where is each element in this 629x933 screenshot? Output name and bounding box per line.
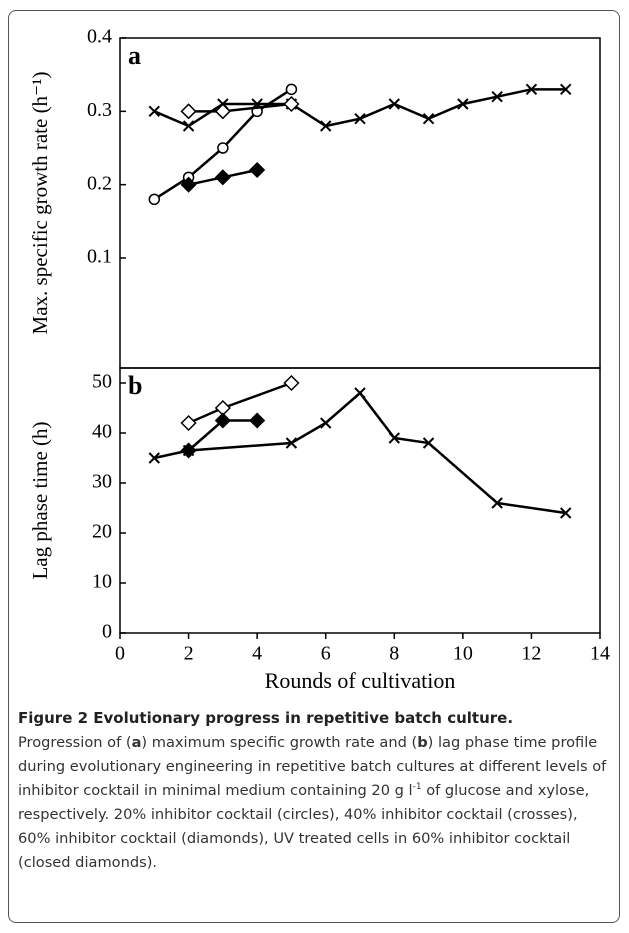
marker-stroke [148, 452, 160, 464]
x-tick-label: 8 [389, 643, 399, 665]
x-tick-label: 12 [521, 643, 541, 665]
plot-frame [119, 367, 601, 634]
y-tick-label: 30 [92, 471, 112, 493]
figure-frame [8, 10, 620, 923]
marker-stroke [422, 437, 435, 449]
marker [217, 142, 229, 154]
marker [388, 98, 400, 110]
series-line [153, 88, 566, 128]
marker [180, 176, 197, 193]
marker [560, 83, 572, 96]
marker [180, 103, 197, 120]
marker-stroke [354, 112, 366, 125]
panel-label: b [128, 371, 142, 400]
marker [457, 98, 469, 110]
marker-stroke [388, 98, 400, 110]
marker [354, 387, 366, 399]
marker [180, 442, 197, 459]
marker [422, 437, 435, 449]
y-tick-label: 0.4 [87, 26, 112, 48]
y-tick-label: 10 [92, 571, 112, 593]
marker [283, 374, 300, 392]
marker [422, 112, 435, 125]
marker [320, 120, 332, 132]
marker-stroke [388, 432, 400, 444]
panel-label: a [128, 41, 141, 70]
marker [283, 95, 300, 113]
marker [180, 414, 197, 432]
marker [148, 452, 160, 464]
marker [285, 83, 298, 96]
marker [214, 103, 231, 120]
marker-stroke [457, 98, 469, 110]
marker-stroke [285, 437, 298, 449]
y-axis-label: Lag phase time (h) [28, 421, 52, 579]
caption: Figure 2 Evolutionary progress in repeti… [18, 706, 614, 875]
series-line [188, 381, 292, 425]
caption-text: -1 [412, 782, 422, 793]
y-tick-label: 50 [92, 371, 112, 393]
caption-text: ) lag phase time profile during evolutio… [18, 734, 607, 799]
marker [148, 193, 161, 206]
marker-stroke [320, 120, 332, 132]
x-tick-label: 2 [184, 643, 194, 665]
marker [249, 161, 266, 179]
marker [148, 105, 160, 118]
marker-stroke [182, 120, 195, 132]
marker-stroke [491, 497, 503, 509]
marker-stroke [148, 105, 160, 118]
x-tick-label: 14 [590, 643, 610, 665]
plot-frame [119, 37, 601, 369]
caption-text: ) maximum specific growth rate and ( [141, 734, 418, 751]
y-axis-label: Max. specific growth rate (h⁻¹) [28, 72, 52, 335]
marker [214, 412, 231, 429]
caption-text: Progression of ( [18, 734, 132, 751]
marker-stroke [525, 83, 538, 96]
marker [560, 507, 572, 519]
marker [491, 497, 503, 509]
x-axis-label: Rounds of cultivation [265, 668, 456, 693]
y-tick-label: 40 [92, 421, 112, 443]
x-tick-label: 6 [321, 643, 331, 665]
marker-stroke [422, 112, 435, 125]
marker-stroke [320, 417, 332, 429]
caption-text: of glucose and xylose, respectively. 20%… [18, 782, 590, 871]
marker [249, 412, 266, 429]
caption-title: Figure 2 Evolutionary progress in repeti… [18, 709, 514, 727]
marker [214, 169, 231, 186]
marker-stroke [354, 387, 366, 399]
marker [354, 112, 366, 125]
marker-stroke [560, 507, 572, 519]
marker [525, 83, 538, 96]
caption-text: a [131, 734, 142, 751]
y-tick-label: 0.3 [87, 99, 112, 121]
x-tick-label: 0 [115, 643, 125, 665]
y-tick-label: 0.2 [87, 172, 112, 194]
marker [285, 437, 298, 449]
marker [491, 90, 503, 103]
marker-stroke [491, 90, 503, 103]
chart: a Max. specific growth rate (h⁻¹) 0.1 0.2 0.… [28, 26, 610, 693]
marker [388, 432, 400, 444]
caption-text: b [417, 734, 428, 751]
marker-stroke [560, 83, 572, 96]
y-tick-label: 20 [92, 521, 112, 543]
x-tick-label: 4 [252, 643, 262, 665]
marker [182, 120, 195, 132]
y-tick-label: 0 [102, 621, 112, 643]
y-tick-label: 0.1 [87, 246, 112, 268]
marker [320, 417, 332, 429]
x-tick-label: 10 [453, 643, 473, 665]
